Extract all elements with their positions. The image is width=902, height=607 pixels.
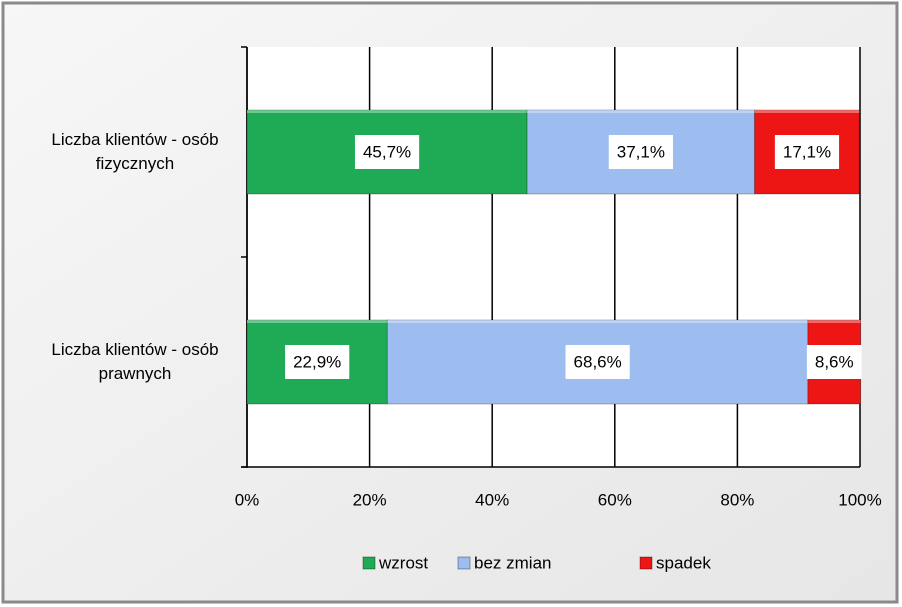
value-label: 37,1% [617,142,665,161]
x-tick-label: 80% [720,490,754,509]
value-label-box [354,135,420,169]
value-label-box [608,135,673,169]
value-label: 45,7% [363,142,411,161]
legend-label: spadek [656,553,711,572]
y-tick-label: Liczba klientów - osób fizycznych [51,130,219,173]
bar-highlight [387,320,808,323]
legend-label: wzrost [378,553,428,572]
value-label-box [565,345,630,379]
bar-highlight [247,110,528,113]
value-label-box [285,345,350,379]
x-tick-label: 20% [353,490,387,509]
legend-label: bez zmian [474,553,551,572]
value-label-box [774,135,840,169]
value-label: 22,9% [293,352,341,371]
bar-highlight [527,110,755,113]
legend-swatch [362,556,376,570]
value-label: 8,6% [815,352,854,371]
x-tick-label: 60% [598,490,632,509]
x-tick-label: 100% [838,490,881,509]
bar-highlight [247,320,388,323]
bar-highlight [807,320,861,323]
bar-highlight [754,110,860,113]
x-tick-label: 40% [475,490,509,509]
value-label-box [806,345,862,379]
value-label: 17,1% [783,142,831,161]
value-label: 68,6% [574,352,622,371]
legend-swatch [639,556,653,570]
x-tick-label: 0% [235,490,260,509]
y-tick-label: Liczba klientów - osób prawnych [51,340,219,383]
legend-swatch [457,556,471,570]
